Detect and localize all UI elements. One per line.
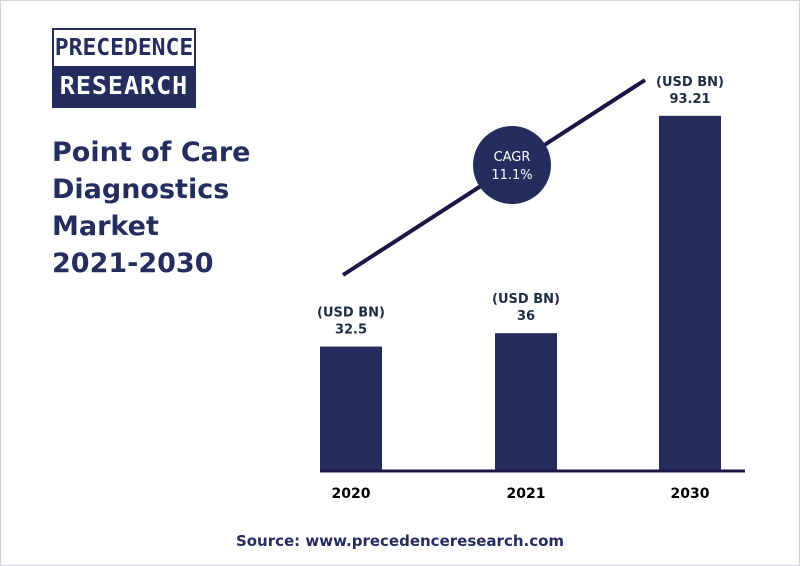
bar-2030 — [659, 115, 721, 470]
logo-text-top: PRECEDENCE — [54, 30, 194, 66]
x-tick-label-2021: 2021 — [507, 486, 546, 502]
bar-value-label-2030: 93.21 — [669, 92, 710, 107]
chart-title: Point of Care Diagnostics Market 2021-20… — [52, 134, 292, 282]
title-line-2: Diagnostics — [52, 174, 230, 205]
source-text: Source: www.precedenceresearch.com — [235, 532, 565, 550]
bar-unit-label-2021: (USD BN) — [492, 292, 560, 307]
title-line-1: Point of Care — [52, 137, 251, 168]
cagr-badge — [473, 126, 551, 204]
x-tick-label-2020: 2020 — [332, 486, 371, 502]
x-tick-label-2030: 2030 — [671, 486, 710, 502]
title-line-3: Market — [52, 211, 159, 242]
title-line-4: 2021-2030 — [52, 248, 214, 279]
cagr-label: CAGR — [494, 150, 531, 165]
precedence-research-logo: PRECEDENCE RESEARCH — [52, 28, 196, 108]
cagr-value: 11.1% — [491, 168, 532, 183]
bar-2020 — [320, 346, 382, 470]
bar-unit-label-2030: (USD BN) — [656, 75, 724, 90]
bar-value-label-2021: 36 — [517, 309, 535, 324]
logo-text-bottom: RESEARCH — [54, 66, 194, 106]
bar-2021 — [495, 333, 557, 470]
bar-unit-label-2020: (USD BN) — [317, 306, 385, 321]
bar-value-label-2020: 32.5 — [335, 323, 367, 338]
